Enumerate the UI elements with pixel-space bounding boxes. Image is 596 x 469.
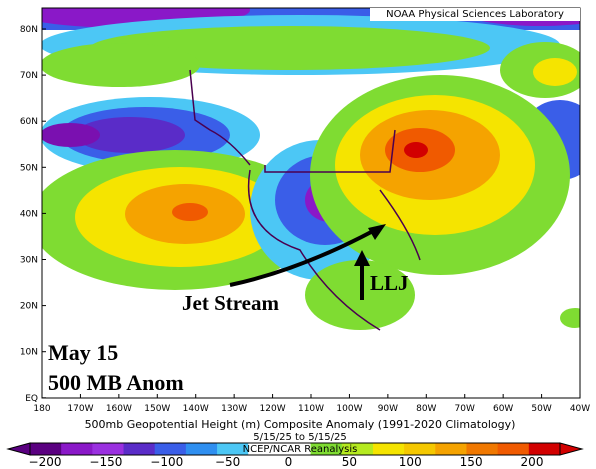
colorbar-swatch [123,443,156,455]
lon-label: 110W [298,404,324,414]
lon-label: 160W [106,404,132,414]
lat-label: 80N [20,25,38,35]
colorbar-swatch [61,443,93,455]
colorbar-frame [29,442,561,456]
lon-label: 150W [144,404,170,414]
lat-label: 70N [20,71,38,81]
lon-label: 60W [493,404,513,414]
colorbar-label: 200 [521,455,544,469]
colorbar-right-arrow [559,442,584,456]
lat-label: 20N [20,302,38,312]
lon-label: 40W [570,404,590,414]
date-label: May 15 [48,340,118,365]
colorbar-label: 50 [342,455,357,469]
jet-arrowhead [368,224,386,240]
colorbar-swatch [154,443,187,455]
lon-label: 50W [531,404,551,414]
lat-label: 60N [20,117,38,127]
lon-label: 80W [416,404,436,414]
colorbar-swatch [341,443,374,455]
colorbar-swatch [404,443,436,455]
colorbar-label: −200 [29,455,62,469]
lon-label: 130W [221,404,247,414]
lat-label: 10N [20,348,38,358]
header-source: NOAA Physical Sciences Laboratory [386,9,564,20]
lon-label: 180 [33,404,50,414]
caption-source: NCEP/NCAR Reanalysis [243,444,358,455]
lat-label: 30N [20,256,38,266]
colorbar-swatch [248,443,280,455]
colorbar-swatch [497,443,530,455]
colorbar-left-arrow [6,442,31,456]
colorbar-label: −50 [215,455,240,469]
jet-label: Jet Stream [182,291,279,315]
lon-label: 100W [336,404,362,414]
lat-label: EQ [25,394,38,404]
colorbar-label: 150 [460,455,483,469]
lat-label: 40N [20,209,38,219]
colorbar-swatch [217,443,249,455]
jet-arrow [229,228,376,287]
colorbar-label: −100 [150,455,183,469]
colorbar-swatch [372,443,405,455]
colorbar-swatch [435,443,467,455]
lon-label: 90W [378,404,398,414]
colorbar-label: 100 [399,455,422,469]
colorbar-swatch [310,443,343,455]
lon-label: 70W [455,404,475,414]
caption-title: 500mb Geopotential Height (m) Composite … [85,418,516,431]
caption-dates: 5/15/25 to 5/15/25 [253,432,347,443]
level-label: 500 MB Anom [48,370,184,395]
colorbar-swatch [279,443,312,455]
header-box [370,8,580,21]
colorbar-swatch [528,443,561,455]
colorbar-swatch [185,443,218,455]
colorbar-swatch [466,443,499,455]
colorbar-swatch [30,443,62,455]
colorbar-label: −150 [89,455,122,469]
lat-label: 50N [20,163,38,173]
lon-label: 140W [183,404,209,414]
lon-label: 120W [260,404,286,414]
anomaly-field [42,8,580,398]
llj-label: LLJ [370,271,409,295]
colorbar-label: 0 [285,455,293,469]
lon-label: 170W [67,404,93,414]
colorbar-swatch [92,443,125,455]
llj-arrowhead [354,250,370,266]
